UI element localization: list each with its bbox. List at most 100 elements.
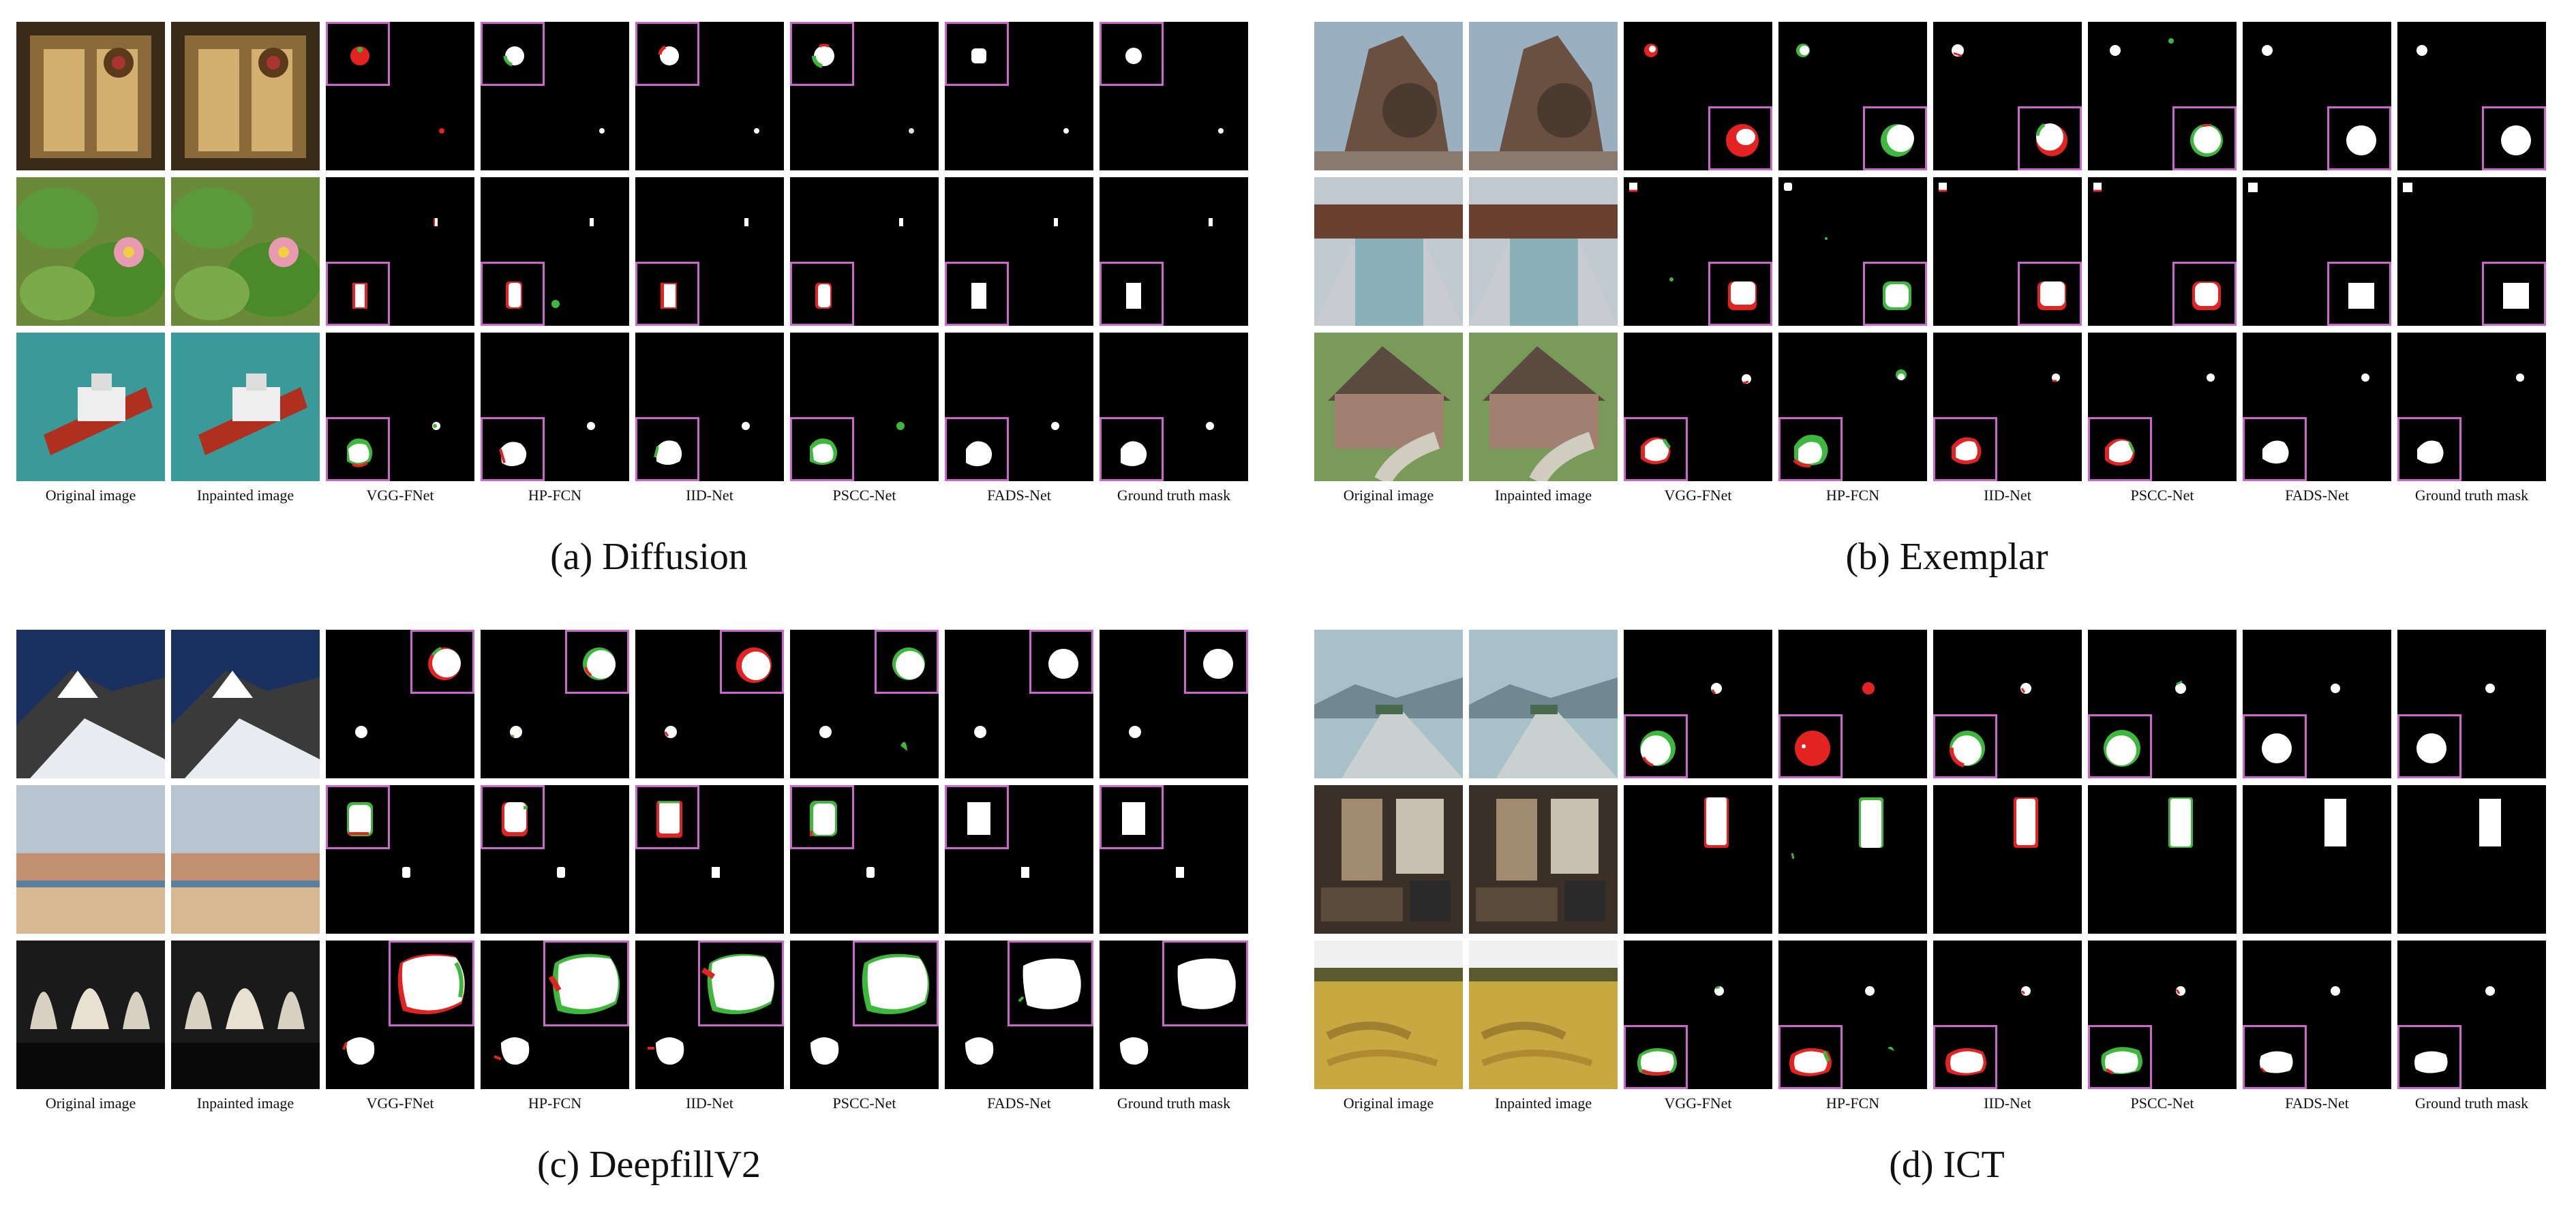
zoom-inset <box>2482 262 2546 326</box>
inpainted-image <box>171 785 320 934</box>
column-label: HP-FCN <box>528 1095 582 1112</box>
zoom-inset <box>2482 106 2546 170</box>
mask-hp-fcn <box>1778 630 1927 778</box>
mask-iid-net <box>1933 785 2082 934</box>
zoom-inset <box>1184 630 1248 694</box>
column-label: Ground truth mask <box>1117 487 1231 504</box>
mask-pscc-net <box>2088 333 2237 481</box>
inpainted-image <box>1469 941 1618 1089</box>
zoom-inset <box>326 22 390 86</box>
zoom-inset <box>326 417 390 481</box>
zoom-inset <box>481 22 545 86</box>
panel-diffusion: Original image Inpainted image VGG-FNet … <box>16 22 1282 581</box>
mask-pscc-net <box>790 177 939 326</box>
mask-pscc-net <box>790 941 939 1089</box>
mask-fads-net <box>945 630 1093 778</box>
mask-pscc-net <box>2088 22 2237 170</box>
mask-iid-net <box>1933 941 2082 1089</box>
column-labels: Original image Inpainted image VGG-FNet … <box>16 1093 1282 1114</box>
original-image <box>16 785 165 934</box>
zoom-inset <box>945 22 1009 86</box>
original-image <box>16 941 165 1089</box>
mask-ground-truth <box>2397 333 2546 481</box>
subfigure-caption: (a) Diffusion <box>550 536 748 578</box>
zoom-inset <box>481 785 545 849</box>
zoom-inset <box>326 262 390 326</box>
zoom-inset <box>635 22 699 86</box>
mask-vgg-fnet <box>1624 941 1772 1089</box>
mask-ground-truth <box>1100 941 1248 1089</box>
column-label: PSCC-Net <box>2130 1095 2194 1112</box>
mask-ground-truth <box>2397 941 2546 1089</box>
zoom-inset <box>1100 262 1164 326</box>
image-grid <box>1314 630 2576 1089</box>
column-label: IID-Net <box>686 1095 733 1112</box>
image-grid <box>16 630 1282 1089</box>
column-label: Ground truth mask <box>1117 1095 1231 1112</box>
zoom-inset <box>2243 1025 2307 1089</box>
column-labels: Original image Inpainted image VGG-FNet … <box>1314 1093 2576 1114</box>
panel-exemplar: Original image Inpainted image VGG-FNet … <box>1314 22 2576 581</box>
subfigure-caption: (d) ICT <box>1889 1144 2005 1186</box>
zoom-inset <box>1863 262 1927 326</box>
zoom-inset <box>1708 106 1772 170</box>
zoom-inset <box>875 630 939 694</box>
mask-ground-truth <box>1100 333 1248 481</box>
zoom-inset <box>790 22 854 86</box>
column-label: Original image <box>1343 1095 1434 1112</box>
column-label: FADS-Net <box>987 1095 1051 1112</box>
column-label: VGG-FNet <box>366 1095 434 1112</box>
mask-hp-fcn <box>1778 941 1927 1089</box>
mask-ground-truth <box>1100 177 1248 326</box>
subfigure-caption: (b) Exemplar <box>1845 536 2048 578</box>
zoom-inset <box>389 941 474 1026</box>
mask-iid-net <box>635 22 784 170</box>
column-label: Ground truth mask <box>2414 1095 2529 1112</box>
mask-fads-net <box>2243 630 2391 778</box>
mask-vgg-fnet <box>1624 630 1772 778</box>
original-image <box>1314 941 1463 1089</box>
mask-fads-net <box>945 22 1093 170</box>
mask-vgg-fnet <box>1624 22 1772 170</box>
column-label: PSCC-Net <box>832 487 896 504</box>
mask-pscc-net <box>2088 630 2237 778</box>
panel-deepfillv2: Original image Inpainted image VGG-FNet … <box>16 630 1282 1189</box>
mask-pscc-net <box>2088 177 2237 326</box>
mask-ground-truth <box>2397 22 2546 170</box>
mask-hp-fcn <box>481 785 629 934</box>
mask-fads-net <box>945 333 1093 481</box>
mask-iid-net <box>635 333 784 481</box>
mask-iid-net <box>1933 22 2082 170</box>
original-image <box>1314 333 1463 481</box>
zoom-inset <box>1162 941 1248 1026</box>
zoom-inset <box>2088 1025 2152 1089</box>
zoom-inset <box>945 785 1009 849</box>
column-label: FADS-Net <box>2285 487 2349 504</box>
mask-ground-truth <box>2397 785 2546 934</box>
image-grid <box>1314 22 2576 481</box>
mask-ground-truth <box>1100 630 1248 778</box>
inpainted-image <box>1469 22 1618 170</box>
subfigure-caption: (c) DeepfillV2 <box>536 1144 761 1186</box>
zoom-inset <box>2018 262 2082 326</box>
column-label: Original image <box>1343 487 1434 504</box>
mask-hp-fcn <box>481 941 629 1089</box>
zoom-inset <box>1624 1025 1688 1089</box>
mask-fads-net <box>2243 22 2391 170</box>
zoom-inset <box>1778 417 1843 481</box>
zoom-inset <box>2397 1025 2461 1089</box>
mask-hp-fcn <box>481 22 629 170</box>
zoom-inset <box>2088 417 2152 481</box>
mask-iid-net <box>635 785 784 934</box>
inpainted-image <box>1469 630 1618 778</box>
column-label: VGG-FNet <box>1664 1095 1732 1112</box>
zoom-inset <box>1933 1025 1997 1089</box>
zoom-inset <box>790 417 854 481</box>
zoom-inset <box>410 630 474 694</box>
original-image <box>16 630 165 778</box>
zoom-inset <box>635 417 699 481</box>
column-label: Inpainted image <box>1494 487 1592 504</box>
zoom-inset <box>1100 22 1164 86</box>
zoom-inset <box>2243 417 2307 481</box>
column-label: IID-Net <box>1984 1095 2031 1112</box>
